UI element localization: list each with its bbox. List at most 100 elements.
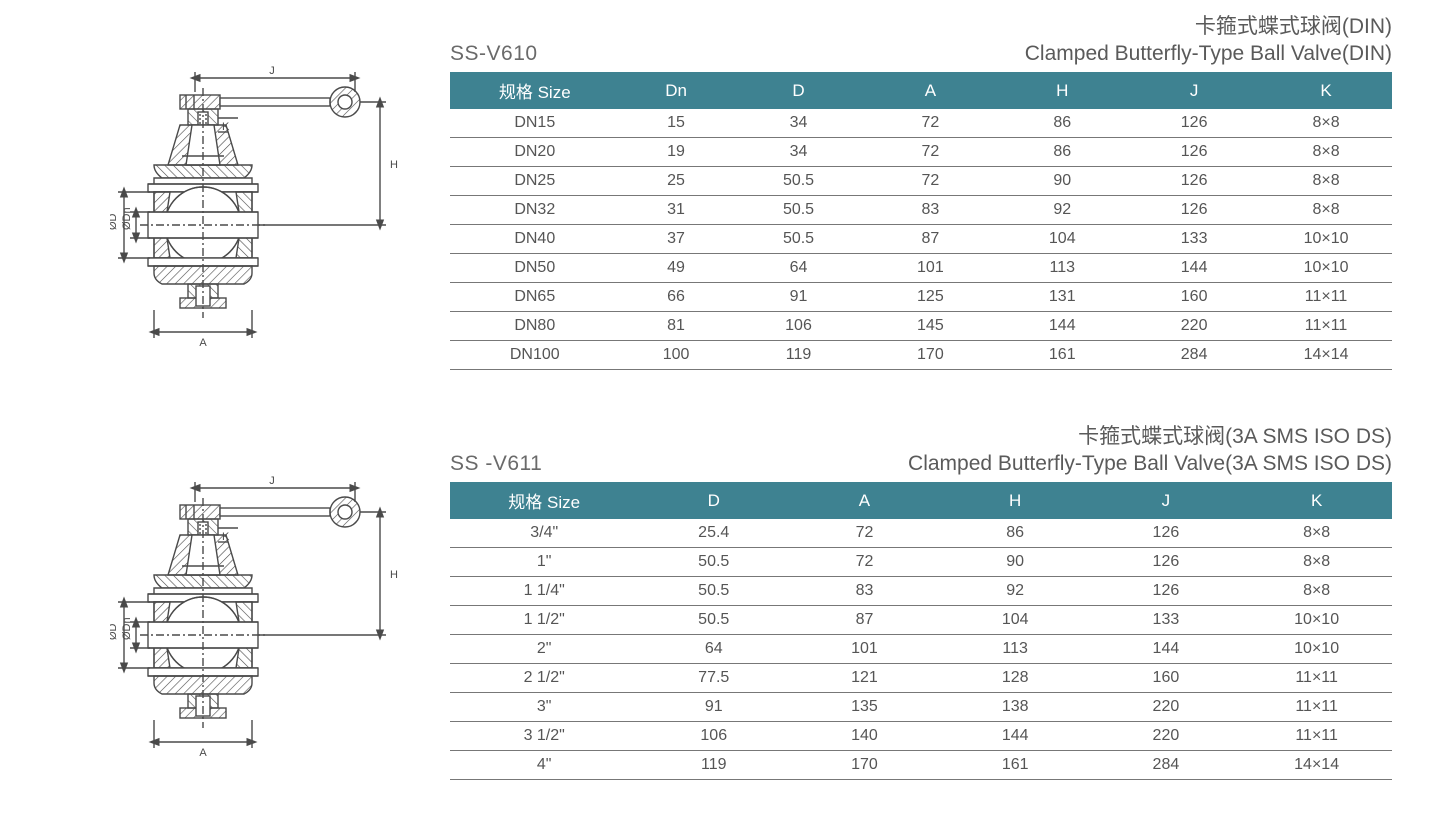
- table-row: DN10010011917016128414×14: [450, 341, 1392, 370]
- cell: 144: [940, 722, 1091, 751]
- cell: 10×10: [1241, 635, 1392, 664]
- cell: 119: [638, 751, 789, 780]
- col-header: H: [996, 72, 1128, 109]
- cell: 126: [1091, 519, 1242, 548]
- col-header: D: [638, 482, 789, 519]
- col-header: K: [1260, 72, 1392, 109]
- cell: 113: [996, 254, 1128, 283]
- cell: 87: [864, 225, 996, 254]
- section-1: J K: [110, 420, 1392, 780]
- spec-table: 规格 SizeDnDAHJKDN15153472861268×8DN201934…: [450, 72, 1392, 370]
- col-header: H: [940, 482, 1091, 519]
- title-cn: 卡箍式蝶式球阀(3A SMS ISO DS): [450, 420, 1392, 450]
- cell: 220: [1128, 312, 1260, 341]
- cell: 126: [1128, 196, 1260, 225]
- cell: 50.5: [733, 167, 865, 196]
- cell: 106: [733, 312, 865, 341]
- cell: DN50: [450, 254, 620, 283]
- cell: 144: [996, 312, 1128, 341]
- cell: 126: [1091, 548, 1242, 577]
- model-number: SS -V611: [450, 452, 542, 476]
- cell: 11×11: [1241, 722, 1392, 751]
- col-header: Dn: [620, 72, 733, 109]
- cell: 220: [1091, 722, 1242, 751]
- table-row: 3 1/2"10614014422011×11: [450, 722, 1392, 751]
- cell: 15: [620, 109, 733, 138]
- cell: 220: [1091, 693, 1242, 722]
- cell: 119: [733, 341, 865, 370]
- cell: 161: [940, 751, 1091, 780]
- cell: 66: [620, 283, 733, 312]
- svg-text:ØDn: ØDn: [121, 617, 133, 640]
- table-row: 2"6410111314410×10: [450, 635, 1392, 664]
- cell: 11×11: [1241, 664, 1392, 693]
- cell: DN80: [450, 312, 620, 341]
- cell: 50.5: [733, 196, 865, 225]
- table-row: DN20193472861268×8: [450, 138, 1392, 167]
- cell: 50.5: [638, 577, 789, 606]
- cell: 8×8: [1260, 167, 1392, 196]
- cell: 8×8: [1241, 548, 1392, 577]
- cell: 72: [864, 138, 996, 167]
- cell: 91: [733, 283, 865, 312]
- cell: DN15: [450, 109, 620, 138]
- cell: 284: [1128, 341, 1260, 370]
- cell: 90: [996, 167, 1128, 196]
- cell: 144: [1128, 254, 1260, 283]
- svg-text:H: H: [390, 159, 398, 171]
- cell: 91: [638, 693, 789, 722]
- svg-text:A: A: [199, 747, 207, 759]
- cell: 170: [864, 341, 996, 370]
- table-row: 2 1/2"77.512112816011×11: [450, 664, 1392, 693]
- cell: 140: [789, 722, 940, 751]
- cell: 104: [940, 606, 1091, 635]
- cell: 1 1/4": [450, 577, 638, 606]
- cell: 25: [620, 167, 733, 196]
- cell: 126: [1128, 167, 1260, 196]
- svg-text:J: J: [269, 475, 275, 487]
- table-row: DN323150.583921268×8: [450, 196, 1392, 225]
- cell: 101: [864, 254, 996, 283]
- cell: 72: [789, 548, 940, 577]
- cell: 72: [789, 519, 940, 548]
- cell: 3 1/2": [450, 722, 638, 751]
- cell: 87: [789, 606, 940, 635]
- table-row: 3"9113513822011×11: [450, 693, 1392, 722]
- cell: 8×8: [1260, 109, 1392, 138]
- svg-text:ØDn: ØDn: [121, 207, 133, 230]
- cell: 11×11: [1241, 693, 1392, 722]
- col-header: A: [864, 72, 996, 109]
- col-header: 规格 Size: [450, 482, 638, 519]
- cell: 121: [789, 664, 940, 693]
- cell: 144: [1091, 635, 1242, 664]
- cell: 106: [638, 722, 789, 751]
- cell: 8×8: [1241, 577, 1392, 606]
- cell: 3/4": [450, 519, 638, 548]
- cell: 138: [940, 693, 1091, 722]
- cell: 37: [620, 225, 733, 254]
- title-en: Clamped Butterfly-Type Ball Valve(DIN): [1025, 42, 1392, 66]
- cell: 135: [789, 693, 940, 722]
- cell: 133: [1091, 606, 1242, 635]
- cell: 77.5: [638, 664, 789, 693]
- cell: DN100: [450, 341, 620, 370]
- valve-diagram: J K: [110, 470, 410, 770]
- diagram-col: J K: [110, 10, 420, 370]
- cell: 10×10: [1260, 225, 1392, 254]
- cell: 64: [733, 254, 865, 283]
- col-header: D: [733, 72, 865, 109]
- cell: 3": [450, 693, 638, 722]
- titles: 卡箍式蝶式球阀(DIN): [450, 10, 1392, 40]
- model-number: SS-V610: [450, 42, 538, 66]
- titles: 卡箍式蝶式球阀(3A SMS ISO DS): [450, 420, 1392, 450]
- cell: 1 1/2": [450, 606, 638, 635]
- cell: 50.5: [733, 225, 865, 254]
- cell: 284: [1091, 751, 1242, 780]
- cell: 92: [940, 577, 1091, 606]
- cell: 14×14: [1260, 341, 1392, 370]
- table-row: DN403750.58710413310×10: [450, 225, 1392, 254]
- svg-text:A: A: [199, 337, 207, 349]
- cell: 2": [450, 635, 638, 664]
- table-col: 卡箍式蝶式球阀(3A SMS ISO DS) SS -V611 Clamped …: [450, 420, 1392, 780]
- cell: DN25: [450, 167, 620, 196]
